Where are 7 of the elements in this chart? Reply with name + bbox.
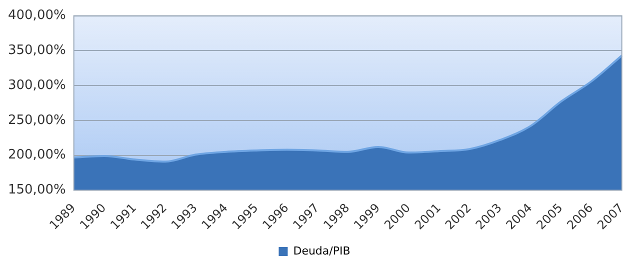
legend-label: Deuda/PIB [293, 244, 350, 258]
y-tick-label: 200,00% [8, 148, 66, 163]
y-tick-label: 300,00% [8, 78, 66, 93]
y-tick-label: 150,00% [8, 182, 66, 198]
y-tick-label: 350,00% [8, 43, 66, 58]
y-tick-label: 400,00% [8, 8, 66, 24]
y-tick-label: 250,00% [8, 112, 66, 128]
